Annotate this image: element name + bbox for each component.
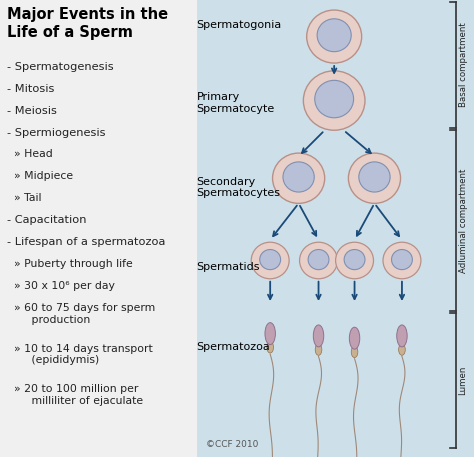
Circle shape <box>300 242 337 279</box>
Ellipse shape <box>351 346 358 357</box>
Circle shape <box>260 250 281 270</box>
Text: » 60 to 75 days for sperm
       production: » 60 to 75 days for sperm production <box>7 303 155 324</box>
Ellipse shape <box>349 327 360 349</box>
Circle shape <box>344 250 365 270</box>
Ellipse shape <box>399 344 405 356</box>
Text: - Capacitation: - Capacitation <box>7 215 87 225</box>
Text: Spermatogonia: Spermatogonia <box>197 20 282 30</box>
Text: » Puberty through life: » Puberty through life <box>7 259 133 269</box>
Text: - Mitosis: - Mitosis <box>7 84 55 94</box>
Text: Spermatozoa: Spermatozoa <box>197 342 271 352</box>
Ellipse shape <box>397 325 407 347</box>
Circle shape <box>315 80 354 118</box>
Text: Spermatids: Spermatids <box>197 262 260 272</box>
Circle shape <box>308 250 329 270</box>
Text: » Head: » Head <box>7 149 53 159</box>
Circle shape <box>336 242 374 279</box>
Circle shape <box>359 162 390 192</box>
Text: Secondary
Spermatocytes: Secondary Spermatocytes <box>197 176 281 198</box>
Text: - Lifespan of a spermatozoa: - Lifespan of a spermatozoa <box>7 237 165 247</box>
Circle shape <box>392 250 412 270</box>
Text: - Spermatogenesis: - Spermatogenesis <box>7 62 114 72</box>
Text: - Meiosis: - Meiosis <box>7 106 57 116</box>
Circle shape <box>317 19 351 52</box>
Ellipse shape <box>315 344 322 356</box>
Circle shape <box>251 242 289 279</box>
Text: » 10 to 14 days transport
       (epididymis): » 10 to 14 days transport (epididymis) <box>7 344 153 365</box>
Text: » Midpiece: » Midpiece <box>7 171 73 181</box>
Ellipse shape <box>267 342 273 353</box>
Circle shape <box>348 153 401 203</box>
Text: Lumen: Lumen <box>459 366 467 395</box>
Text: » Tail: » Tail <box>7 193 42 203</box>
Text: - Spermiogenesis: - Spermiogenesis <box>7 128 106 138</box>
Text: » 30 x 10⁶ per day: » 30 x 10⁶ per day <box>7 281 115 291</box>
Bar <box>0 0 197 457</box>
Circle shape <box>303 71 365 130</box>
Ellipse shape <box>313 325 324 347</box>
Text: Basal compartment: Basal compartment <box>459 23 467 107</box>
Circle shape <box>383 242 421 279</box>
Text: » 20 to 100 million per
       milliliter of ejaculate: » 20 to 100 million per milliliter of ej… <box>7 384 143 406</box>
Text: Primary
Spermatocyte: Primary Spermatocyte <box>197 92 275 114</box>
Text: Adluminal compartment: Adluminal compartment <box>459 168 467 273</box>
Circle shape <box>283 162 314 192</box>
Text: Major Events in the
Life of a Sperm: Major Events in the Life of a Sperm <box>7 7 168 41</box>
Ellipse shape <box>265 323 275 345</box>
Circle shape <box>307 10 362 63</box>
Text: ©CCF 2010: ©CCF 2010 <box>206 440 258 449</box>
Circle shape <box>273 153 325 203</box>
